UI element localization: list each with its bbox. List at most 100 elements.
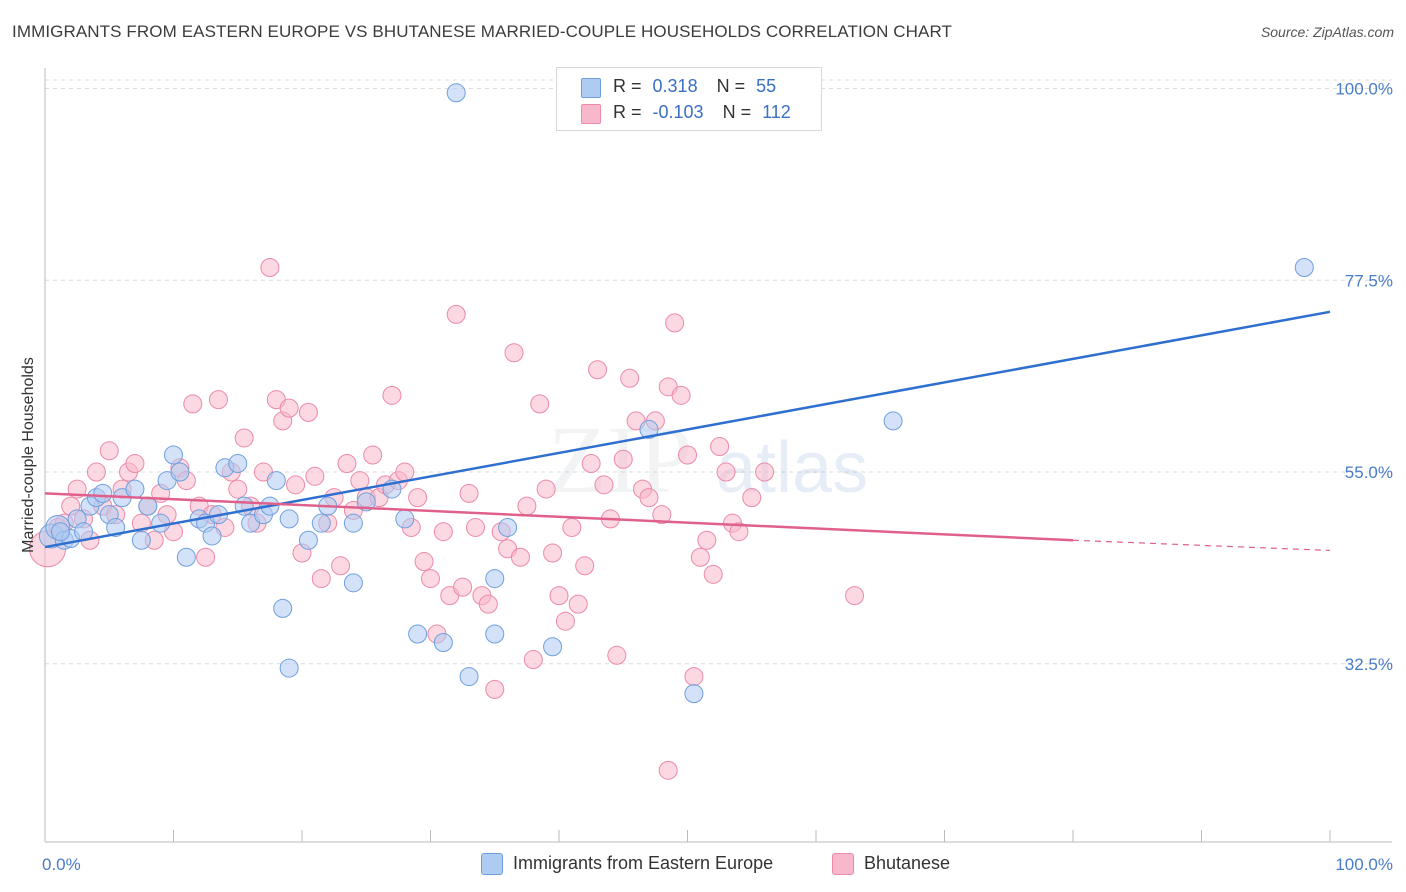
point-bhutanese <box>517 496 537 516</box>
legend-label: Bhutanese <box>864 853 951 873</box>
x-tick-label: 100.0% <box>1335 855 1393 874</box>
immigrants-legend-swatch <box>481 853 503 875</box>
point-bhutanese <box>716 462 736 482</box>
point-bhutanese <box>684 667 704 687</box>
point-immigrants <box>485 569 505 589</box>
point-bhutanese <box>555 611 575 631</box>
point-bhutanese <box>658 760 678 780</box>
point-bhutanese <box>414 552 434 572</box>
point-bhutanese <box>279 398 299 418</box>
point-immigrants <box>164 445 183 465</box>
point-immigrants <box>883 411 903 431</box>
point-bhutanese <box>125 454 145 474</box>
point-bhutanese <box>453 577 473 597</box>
point-bhutanese <box>652 505 672 525</box>
point-bhutanese <box>607 645 627 665</box>
trendline-bhutanese-extension <box>1072 539 1331 552</box>
point-bhutanese <box>678 445 697 465</box>
point-bhutanese <box>536 479 556 499</box>
point-immigrants <box>50 522 70 542</box>
x-tick-label: 0.0% <box>42 855 81 874</box>
point-immigrants <box>273 598 293 618</box>
point-bhutanese <box>549 586 569 606</box>
point-bhutanese <box>729 522 749 542</box>
n-label: N = <box>716 76 746 96</box>
point-bhutanese <box>350 471 370 491</box>
point-bhutanese <box>183 394 203 414</box>
point-bhutanese <box>311 569 331 589</box>
point-immigrants <box>639 419 659 439</box>
point-immigrants <box>395 509 415 529</box>
immigrants-swatch <box>581 78 601 98</box>
point-bhutanese <box>671 385 691 405</box>
point-bhutanese <box>478 594 498 614</box>
point-immigrants <box>151 513 171 533</box>
point-immigrants <box>279 658 299 678</box>
point-bhutanese <box>703 564 723 584</box>
point-bhutanese <box>504 343 524 363</box>
point-bhutanese <box>530 394 550 414</box>
point-immigrants <box>543 637 563 657</box>
r-value: 0.318 <box>652 76 698 96</box>
point-immigrants <box>170 462 190 482</box>
point-bhutanese <box>86 462 106 482</box>
point-immigrants <box>684 684 704 704</box>
point-bhutanese <box>286 475 306 495</box>
point-immigrants <box>279 509 299 529</box>
series-immigrants-eastern-europe <box>38 83 1314 704</box>
point-bhutanese <box>196 547 216 567</box>
point-bhutanese <box>710 436 730 456</box>
point-bhutanese <box>337 454 357 474</box>
point-bhutanese <box>613 449 633 469</box>
point-bhutanese <box>395 462 415 482</box>
trendline-bhutanese <box>44 492 1074 542</box>
n-label: N = <box>722 102 752 122</box>
point-immigrants <box>311 513 331 533</box>
point-immigrants <box>202 526 222 546</box>
point-bhutanese <box>331 556 351 576</box>
point-immigrants <box>1294 258 1314 277</box>
point-bhutanese <box>562 517 582 537</box>
point-bhutanese <box>228 479 248 499</box>
point-immigrants <box>266 471 286 491</box>
point-immigrants <box>106 517 126 537</box>
point-bhutanese <box>208 390 228 410</box>
source-label: Source: ZipAtlas.com <box>1260 24 1394 40</box>
point-bhutanese <box>421 569 440 589</box>
stats-legend: R = 0.318 N = 55 R = -0.103 N = 112 <box>556 67 822 131</box>
point-bhutanese <box>690 547 710 567</box>
point-immigrants <box>93 483 113 503</box>
point-immigrants <box>138 496 158 516</box>
point-immigrants <box>433 633 453 652</box>
point-bhutanese <box>581 454 601 474</box>
point-bhutanese <box>639 488 659 508</box>
point-immigrants <box>298 530 318 550</box>
point-immigrants <box>459 667 479 687</box>
point-immigrants <box>408 624 428 644</box>
trendline-immigrants <box>44 310 1331 549</box>
legend-label: Immigrants from Eastern Europe <box>513 853 774 873</box>
point-immigrants <box>176 547 196 567</box>
point-bhutanese <box>459 483 479 503</box>
n-value: 112 <box>762 102 791 122</box>
n-value: 55 <box>756 76 777 96</box>
point-bhutanese <box>260 258 280 277</box>
point-immigrants <box>131 530 151 550</box>
y-tick-label: 77.5% <box>1345 271 1393 290</box>
point-bhutanese <box>620 368 640 388</box>
point-bhutanese <box>234 428 254 448</box>
point-bhutanese <box>755 462 775 482</box>
y-tick-label: 100.0% <box>1335 80 1393 99</box>
y-tick-label: 32.5% <box>1345 655 1393 674</box>
point-immigrants <box>498 517 518 537</box>
chart-title: IMMIGRANTS FROM EASTERN EUROPE VS BHUTAN… <box>12 22 953 41</box>
point-bhutanese <box>433 522 453 542</box>
point-bhutanese <box>382 385 402 405</box>
point-immigrants <box>485 624 505 644</box>
point-immigrants <box>356 492 376 512</box>
point-immigrants <box>343 513 363 533</box>
point-bhutanese <box>697 530 717 550</box>
r-label: R = <box>613 102 642 122</box>
bhutanese-legend-swatch <box>832 853 854 875</box>
